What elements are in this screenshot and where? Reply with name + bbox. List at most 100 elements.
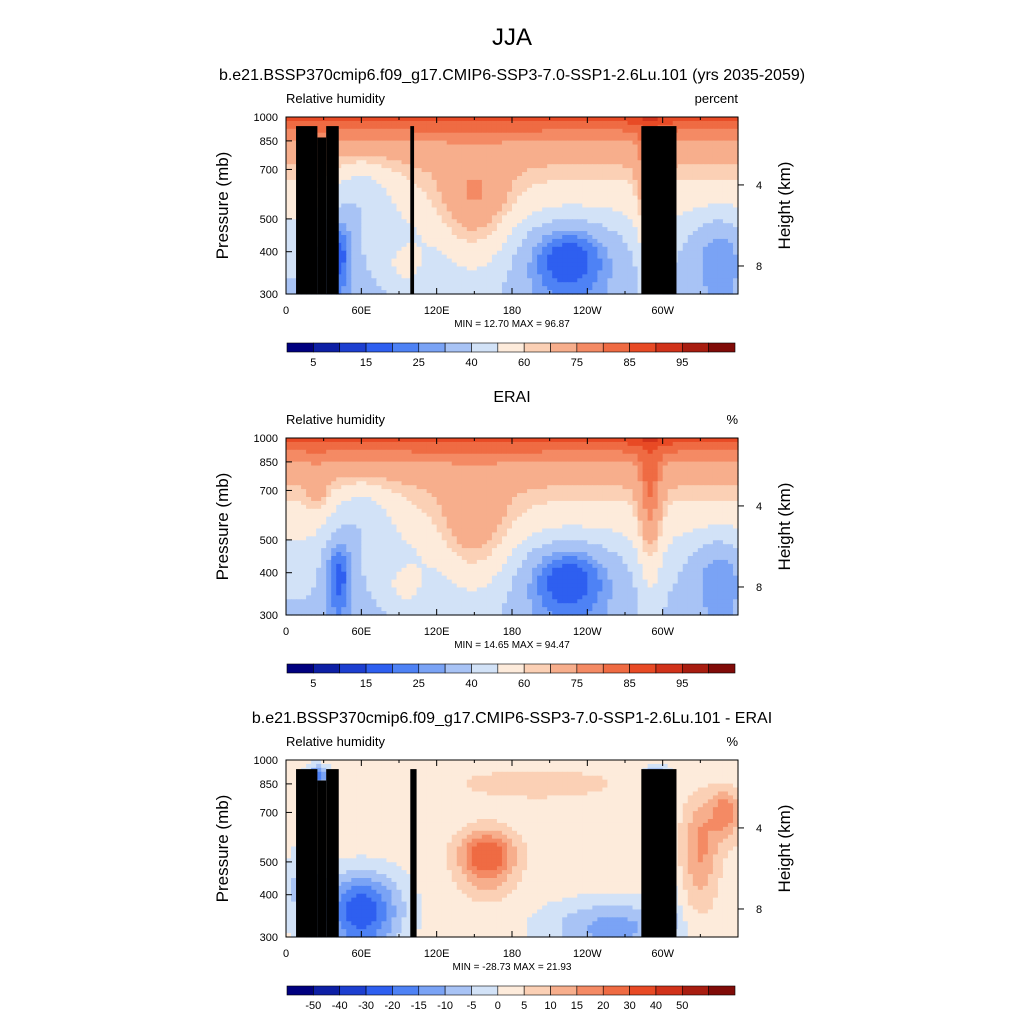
colorbar-box xyxy=(629,342,657,353)
field-cell xyxy=(587,469,593,474)
field-cell xyxy=(622,156,629,161)
field-cell xyxy=(446,191,453,197)
field-cell xyxy=(712,156,719,161)
field-cell xyxy=(501,144,508,150)
field-cell xyxy=(446,449,453,455)
field-cell xyxy=(391,461,398,467)
field-cell xyxy=(431,262,438,268)
field-cell xyxy=(456,117,463,122)
field-cell xyxy=(562,172,568,177)
field-cell xyxy=(727,282,734,287)
field-cell xyxy=(607,136,614,142)
field-cell xyxy=(547,453,553,459)
field-cell xyxy=(697,286,704,291)
field-cell xyxy=(416,136,423,142)
field-cell xyxy=(542,258,548,264)
field-cell xyxy=(562,124,568,130)
field-cell xyxy=(607,148,614,153)
field-cell xyxy=(336,195,342,201)
field-cell xyxy=(697,227,704,232)
field-cell xyxy=(466,461,473,467)
field-cell xyxy=(416,258,423,264)
field-cell xyxy=(381,461,388,467)
field-cell xyxy=(632,168,639,173)
field-cell xyxy=(441,286,448,291)
field-cell xyxy=(527,136,533,142)
field-cell xyxy=(682,445,689,451)
field-cell xyxy=(356,219,362,224)
field-cell xyxy=(547,449,553,455)
field-cell xyxy=(406,461,413,467)
field-cell xyxy=(336,176,342,181)
field-cell xyxy=(376,199,383,205)
field-cell xyxy=(632,250,639,256)
field-cell xyxy=(346,274,352,279)
colorbar-box xyxy=(523,342,551,353)
field-cell xyxy=(341,164,347,169)
field-cell xyxy=(311,469,317,474)
field-cell xyxy=(727,231,734,236)
field-cell xyxy=(562,219,568,224)
field-cell xyxy=(481,179,488,185)
field-cell xyxy=(662,453,669,459)
field-cell xyxy=(501,449,508,455)
field-cell xyxy=(517,187,523,193)
field-cell xyxy=(647,438,654,443)
field-cell xyxy=(707,235,714,240)
field-cell xyxy=(336,152,342,157)
field-cell xyxy=(316,117,322,122)
field-cell xyxy=(381,199,388,205)
field-cell xyxy=(391,274,398,279)
field-cell xyxy=(481,191,488,197)
field-cell xyxy=(712,238,719,244)
field-cell xyxy=(722,266,729,271)
field-cell xyxy=(577,254,583,260)
field-cell xyxy=(557,128,563,134)
field-cell xyxy=(707,282,714,287)
field-cell xyxy=(522,144,528,150)
field-cell xyxy=(547,132,553,138)
field-cell xyxy=(552,457,558,463)
field-cell xyxy=(567,117,573,122)
field-cell xyxy=(396,176,403,181)
field-cell xyxy=(707,207,714,212)
field-cell xyxy=(351,160,357,165)
field-cell xyxy=(416,195,423,201)
field-cell xyxy=(577,258,583,264)
field-cell xyxy=(592,168,598,173)
field-cell xyxy=(316,124,322,130)
colorbar-box xyxy=(392,342,420,353)
field-cell xyxy=(607,250,614,256)
field-cell xyxy=(687,191,694,197)
field-cell xyxy=(712,160,719,165)
field-cell xyxy=(582,231,588,236)
field-cell xyxy=(286,238,292,244)
field-cell xyxy=(527,152,533,157)
field-cell xyxy=(612,219,619,224)
field-cell xyxy=(732,128,739,134)
field-cell xyxy=(632,160,639,165)
field-cell xyxy=(722,191,729,197)
field-cell xyxy=(592,179,598,185)
field-cell xyxy=(441,120,448,126)
field-cell xyxy=(376,179,383,185)
field-cell xyxy=(316,445,322,451)
field-cell xyxy=(416,266,423,271)
field-cell xyxy=(501,246,508,252)
field-cell xyxy=(512,168,518,173)
field-cell xyxy=(637,290,644,295)
field-cell xyxy=(436,278,443,283)
field-cell xyxy=(682,187,689,193)
field-cell xyxy=(567,223,573,228)
field-cell xyxy=(522,176,528,181)
field-cell xyxy=(542,278,548,283)
field-cell xyxy=(592,215,598,220)
field-cell xyxy=(542,266,548,271)
field-cell xyxy=(572,148,578,153)
field-cell xyxy=(386,160,393,165)
field-cell xyxy=(481,211,488,216)
field-cell xyxy=(727,286,734,291)
field-cell xyxy=(697,238,704,244)
field-cell xyxy=(326,441,332,447)
field-cell xyxy=(431,160,438,165)
